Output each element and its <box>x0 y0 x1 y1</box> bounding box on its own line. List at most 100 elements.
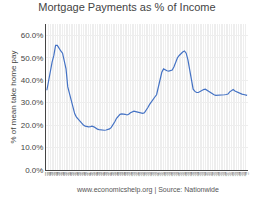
svg-text:Mortgage Payments as % of Inco: Mortgage Payments as % of Income <box>38 1 215 13</box>
svg-text:2016Q1: 2016Q1 <box>239 171 244 176</box>
svg-text:1991Q4: 1991Q4 <box>70 171 75 176</box>
svg-text:10.0%: 10.0% <box>21 143 44 152</box>
svg-text:1993Q4: 1993Q4 <box>84 171 89 176</box>
svg-text:2010Q4: 2010Q4 <box>203 171 208 176</box>
svg-text:1993Q3: 1993Q3 <box>83 171 88 176</box>
svg-text:2014Q3: 2014Q3 <box>229 171 234 176</box>
svg-text:1992Q2: 1992Q2 <box>74 171 79 176</box>
svg-text:2012Q4: 2012Q4 <box>217 171 222 176</box>
svg-text:2008Q2: 2008Q2 <box>185 171 190 176</box>
svg-text:1997Q3: 1997Q3 <box>110 171 115 176</box>
svg-text:1989Q4: 1989Q4 <box>56 171 61 176</box>
svg-text:2016Q3: 2016Q3 <box>243 171 248 176</box>
svg-text:2008Q3: 2008Q3 <box>187 171 192 176</box>
svg-text:2005Q1: 2005Q1 <box>163 171 168 176</box>
svg-text:2000Q1: 2000Q1 <box>128 171 133 176</box>
svg-text:2010Q1: 2010Q1 <box>197 171 202 176</box>
svg-text:2013Q3: 2013Q3 <box>222 171 227 176</box>
svg-text:1999Q2: 1999Q2 <box>123 171 128 176</box>
svg-text:1991Q2: 1991Q2 <box>67 171 72 176</box>
svg-text:1995Q2: 1995Q2 <box>95 171 100 176</box>
svg-text:www.economicshelp.org | Source: www.economicshelp.org | Source: Nationwi… <box>76 186 219 194</box>
svg-text:2016Q2: 2016Q2 <box>241 171 246 176</box>
svg-text:2006Q3: 2006Q3 <box>173 171 178 176</box>
svg-text:% of mean take home pay: % of mean take home pay <box>9 51 18 144</box>
svg-text:2015Q2: 2015Q2 <box>234 171 239 176</box>
svg-text:2011Q2: 2011Q2 <box>206 171 211 176</box>
svg-text:1998Q4: 1998Q4 <box>119 171 124 176</box>
svg-text:2012Q3: 2012Q3 <box>215 171 220 176</box>
svg-text:1988Q1: 1988Q1 <box>44 171 49 176</box>
svg-text:2005Q2: 2005Q2 <box>164 171 169 176</box>
svg-text:2010Q3: 2010Q3 <box>201 171 206 176</box>
svg-text:2008Q1: 2008Q1 <box>184 171 189 176</box>
svg-text:1992Q1: 1992Q1 <box>72 171 77 176</box>
svg-text:2002Q4: 2002Q4 <box>147 171 152 176</box>
svg-text:1989Q3: 1989Q3 <box>55 171 60 176</box>
svg-text:2007Q1: 2007Q1 <box>177 171 182 176</box>
svg-text:2006Q2: 2006Q2 <box>171 171 176 176</box>
svg-text:2009Q3: 2009Q3 <box>194 171 199 176</box>
svg-text:2000Q2: 2000Q2 <box>130 171 135 176</box>
svg-text:2014Q2: 2014Q2 <box>227 171 232 176</box>
svg-text:1999Q3: 1999Q3 <box>124 171 129 176</box>
svg-text:2006Q4: 2006Q4 <box>175 171 180 176</box>
svg-text:1994Q2: 1994Q2 <box>88 171 93 176</box>
svg-text:1992Q3: 1992Q3 <box>76 171 81 176</box>
svg-text:1988Q4: 1988Q4 <box>49 171 54 176</box>
svg-text:2008Q4: 2008Q4 <box>189 171 194 176</box>
svg-text:2014Q4: 2014Q4 <box>231 171 236 176</box>
svg-text:1997Q2: 1997Q2 <box>109 171 114 176</box>
svg-text:1993Q2: 1993Q2 <box>81 171 86 176</box>
svg-text:2016Q4: 2016Q4 <box>244 171 249 176</box>
svg-text:1991Q3: 1991Q3 <box>69 171 74 176</box>
svg-text:2004Q2: 2004Q2 <box>157 171 162 176</box>
svg-text:1994Q1: 1994Q1 <box>86 171 91 176</box>
svg-text:1991Q1: 1991Q1 <box>65 171 70 176</box>
svg-text:2000Q3: 2000Q3 <box>131 171 136 176</box>
svg-text:1994Q3: 1994Q3 <box>90 171 95 176</box>
svg-text:1990Q1: 1990Q1 <box>58 171 63 176</box>
svg-text:2001Q3: 2001Q3 <box>138 171 143 176</box>
svg-text:2000Q4: 2000Q4 <box>133 171 138 176</box>
svg-text:2004Q1: 2004Q1 <box>156 171 161 176</box>
svg-text:1989Q1: 1989Q1 <box>51 171 56 176</box>
svg-text:40.0%: 40.0% <box>21 76 44 85</box>
svg-text:2007Q2: 2007Q2 <box>178 171 183 176</box>
svg-text:2011Q3: 2011Q3 <box>208 171 213 176</box>
svg-text:1989Q2: 1989Q2 <box>53 171 58 176</box>
svg-text:2011Q4: 2011Q4 <box>210 171 215 176</box>
svg-text:1997Q1: 1997Q1 <box>107 171 112 176</box>
svg-text:1996Q4: 1996Q4 <box>105 171 110 176</box>
svg-text:1996Q2: 1996Q2 <box>102 171 107 176</box>
svg-text:2006Q1: 2006Q1 <box>170 171 175 176</box>
svg-text:2007Q3: 2007Q3 <box>180 171 185 176</box>
svg-text:1988Q2: 1988Q2 <box>46 171 51 176</box>
svg-text:2011Q1: 2011Q1 <box>204 171 209 176</box>
svg-text:1997Q4: 1997Q4 <box>112 171 117 176</box>
svg-text:30.0%: 30.0% <box>21 98 44 107</box>
svg-text:1995Q3: 1995Q3 <box>96 171 101 176</box>
svg-text:2002Q3: 2002Q3 <box>145 171 150 176</box>
svg-text:1992Q4: 1992Q4 <box>77 171 82 176</box>
svg-text:1995Q4: 1995Q4 <box>98 171 103 176</box>
svg-text:2003Q3: 2003Q3 <box>152 171 157 176</box>
svg-text:2015Q4: 2015Q4 <box>238 171 243 176</box>
svg-text:2009Q2: 2009Q2 <box>192 171 197 176</box>
svg-text:2015Q1: 2015Q1 <box>232 171 237 176</box>
svg-text:2007Q4: 2007Q4 <box>182 171 187 176</box>
svg-text:60.0%: 60.0% <box>21 31 44 40</box>
svg-text:0.0%: 0.0% <box>25 166 43 175</box>
svg-text:2001Q4: 2001Q4 <box>140 171 145 176</box>
svg-text:1998Q2: 1998Q2 <box>116 171 121 176</box>
svg-text:2001Q2: 2001Q2 <box>137 171 142 176</box>
svg-text:1990Q2: 1990Q2 <box>60 171 65 176</box>
svg-text:2010Q2: 2010Q2 <box>199 171 204 176</box>
svg-text:2013Q1: 2013Q1 <box>218 171 223 176</box>
svg-text:2009Q1: 2009Q1 <box>190 171 195 176</box>
svg-text:1996Q1: 1996Q1 <box>100 171 105 176</box>
svg-text:2002Q2: 2002Q2 <box>143 171 148 176</box>
svg-text:1994Q4: 1994Q4 <box>91 171 96 176</box>
svg-text:2003Q2: 2003Q2 <box>150 171 155 176</box>
svg-text:2003Q1: 2003Q1 <box>149 171 154 176</box>
